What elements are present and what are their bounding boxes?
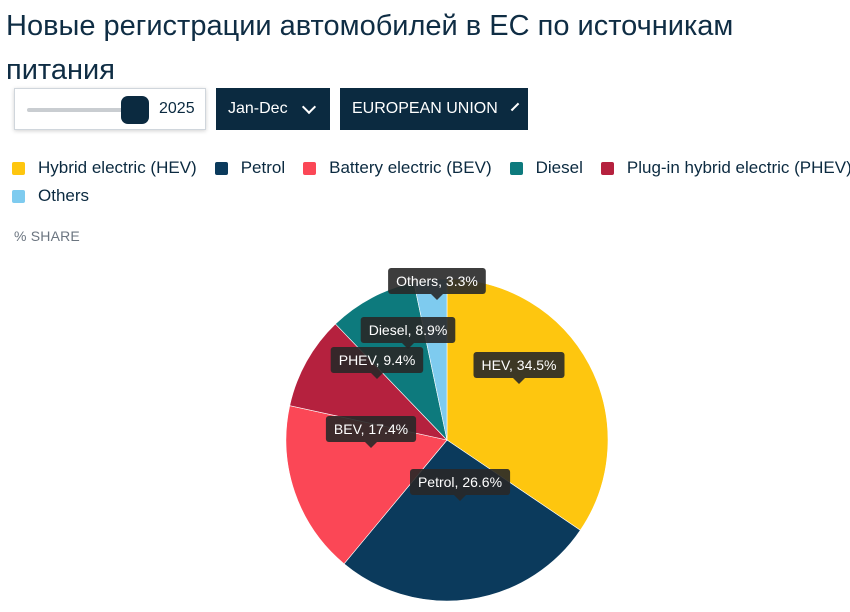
- legend-label-hev: Hybrid electric (HEV): [38, 158, 197, 177]
- legend-label-diesel: Diesel: [535, 158, 583, 177]
- slider-track[interactable]: [27, 108, 137, 112]
- data-label-arrow-bev: [365, 442, 377, 448]
- pie-slice-petrol[interactable]: [343, 439, 581, 602]
- data-label-petrol: Petrol, 26.6%: [410, 469, 511, 501]
- data-label-hev: HEV, 34.5%: [473, 352, 565, 384]
- slider-thumb[interactable]: [121, 96, 149, 124]
- data-label-arrow-hev: [513, 378, 525, 384]
- region-dropdown-label: EUROPEAN UNION: [352, 100, 498, 117]
- data-label-arrow-diesel: [402, 343, 414, 349]
- legend-item-petrol[interactable]: Petrol: [214, 158, 286, 178]
- chart-legend: Hybrid electric (HEV) Petrol Battery ele…: [12, 154, 850, 210]
- data-label-phev: PHEV, 9.4%: [330, 347, 424, 379]
- legend-item-hev[interactable]: Hybrid electric (HEV): [12, 158, 197, 178]
- data-label-others: Others, 3.3%: [388, 268, 486, 300]
- legend-swatch-petrol: [214, 161, 228, 175]
- data-label-text-diesel: Diesel, 8.9%: [369, 322, 448, 338]
- legend-swatch-bev: [303, 161, 317, 175]
- legend-label-others: Others: [38, 186, 90, 205]
- data-label-box-petrol: [410, 469, 511, 495]
- data-label-text-bev: BEV, 17.4%: [334, 421, 408, 437]
- legend-item-others[interactable]: Others: [12, 186, 89, 206]
- data-label-box-diesel: [360, 317, 456, 343]
- legend-swatch-hev: [12, 161, 25, 175]
- data-label-arrow-phev: [371, 373, 383, 379]
- legend-item-phev[interactable]: Plug-in hybrid electric (PHEV): [600, 158, 850, 178]
- legend-swatch-others: [12, 189, 25, 203]
- pie-slice-phev[interactable]: [289, 323, 448, 441]
- data-label-box-phev: [330, 347, 424, 373]
- data-label-diesel: Diesel, 8.9%: [360, 317, 456, 349]
- data-label-box-hev: [473, 352, 565, 378]
- data-label-arrow-petrol: [454, 495, 466, 501]
- pie-slice-hev[interactable]: [446, 278, 609, 531]
- data-label-box-others: [388, 268, 486, 294]
- year-slider[interactable]: 2025: [14, 88, 206, 130]
- legend-swatch-phev: [600, 161, 614, 175]
- data-label-arrow-others: [431, 294, 443, 300]
- data-label-text-phev: PHEV, 9.4%: [339, 352, 416, 368]
- legend-label-petrol: Petrol: [240, 158, 286, 177]
- legend-label-bev: Battery electric (BEV): [329, 158, 492, 177]
- unit-label: % SHARE: [14, 228, 80, 244]
- year-value: 2025: [159, 100, 195, 117]
- legend-item-diesel[interactable]: Diesel: [509, 158, 583, 178]
- legend-item-bev[interactable]: Battery electric (BEV): [303, 158, 492, 178]
- pie-data-labels: HEV, 34.5% Petrol, 26.6% BEV, 17.4% PHEV, 9…: [325, 268, 565, 501]
- pie-slice-bev[interactable]: [285, 405, 448, 565]
- data-label-box-bev: [325, 416, 417, 442]
- legend-swatch-diesel: [509, 161, 523, 175]
- period-dropdown[interactable]: Jan-Dec: [216, 88, 330, 130]
- data-label-text-petrol: Petrol, 26.6%: [418, 474, 502, 490]
- legend-label-phev: Plug-in hybrid electric (PHEV): [626, 158, 850, 177]
- page-title: Новые регистрации автомобилей в ЕС по ис…: [6, 10, 734, 86]
- period-dropdown-label: Jan-Dec: [228, 100, 288, 117]
- legend-row: Hybrid electric (HEV) Petrol Battery ele…: [12, 154, 850, 182]
- data-label-text-others: Others, 3.3%: [396, 273, 478, 289]
- data-label-bev: BEV, 17.4%: [325, 416, 417, 448]
- legend-row: Others: [12, 182, 848, 210]
- region-dropdown[interactable]: EUROPEAN UNION: [340, 88, 528, 130]
- data-label-text-hev: HEV, 34.5%: [482, 357, 557, 373]
